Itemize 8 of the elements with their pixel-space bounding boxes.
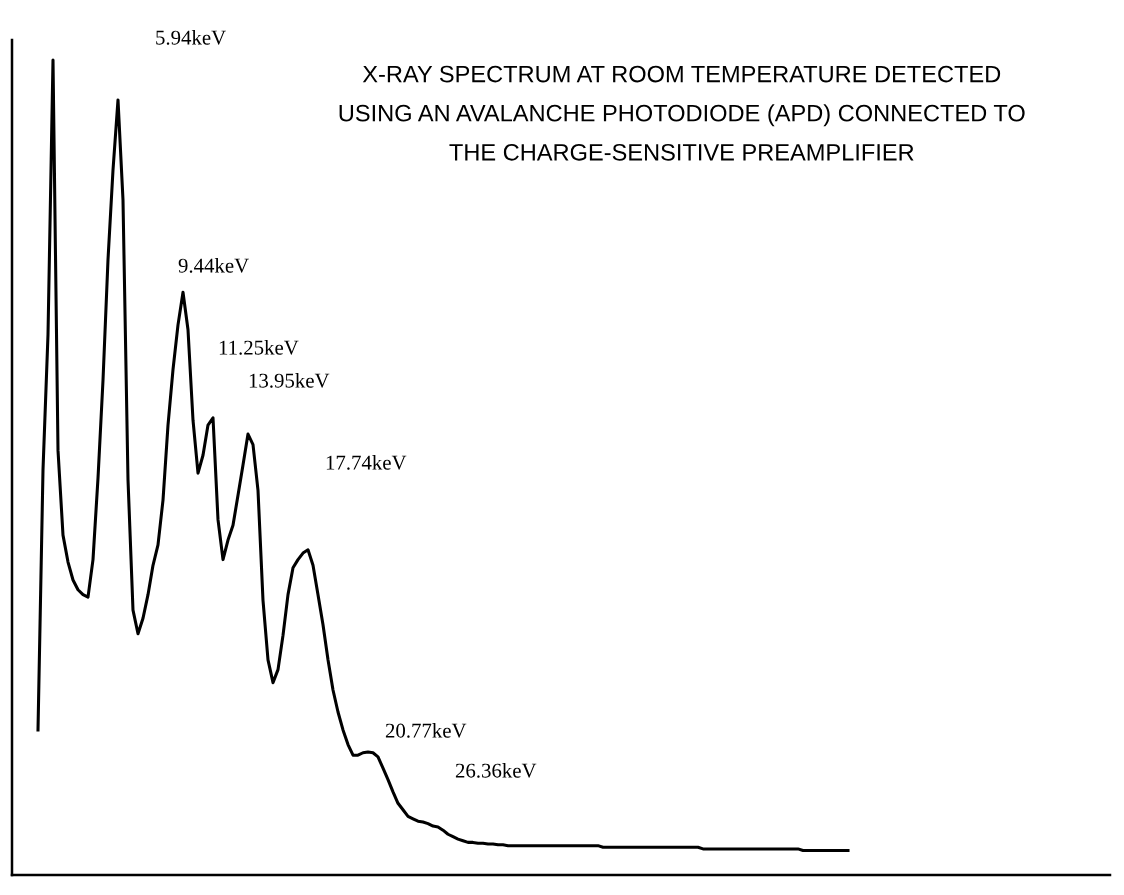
annotation: 17.74keV xyxy=(326,455,407,470)
annotation: 20.77keV xyxy=(385,723,467,738)
text: X-RAY SPECTRUM AT ROOM TEMPERATURE DETECTED USING AN AVALANCHE PHOTODIODE (APD) CONNECTED TO THE CHARGE-SENSITIVE PREAMPLIFIER xyxy=(339,65,1025,161)
annotation: 11.25keV xyxy=(219,340,299,355)
text: 5.94keV xyxy=(156,30,226,45)
annotation: 26.36keV xyxy=(455,763,537,778)
annotation: 9.44keV xyxy=(178,258,249,273)
annotation: 13.95keV xyxy=(249,373,330,388)
